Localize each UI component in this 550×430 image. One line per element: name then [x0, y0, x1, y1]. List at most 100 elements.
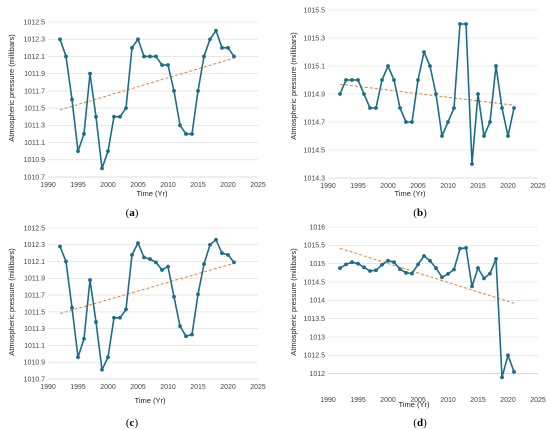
data-point-b [368, 106, 372, 110]
chart-panel-d: Atmospheric pressure (millibars) Time (Y… [289, 224, 546, 409]
data-point-d [476, 266, 480, 270]
data-point-c [172, 294, 176, 299]
x-tick-label-a: 2005 [130, 182, 146, 189]
data-point-d [440, 275, 444, 280]
data-point-a [154, 54, 158, 59]
x-axis-title-a: Time (Yr) [137, 189, 168, 198]
data-point-a [172, 88, 176, 93]
data-point-c [106, 355, 110, 360]
data-point-d [464, 246, 468, 250]
y-tick-label-b: 1015.5 [304, 7, 326, 14]
data-point-a [214, 28, 218, 33]
data-point-d [344, 262, 348, 267]
x-tick-label-b: 2005 [410, 183, 426, 190]
data-point-c [190, 332, 194, 337]
data-point-d [422, 254, 426, 258]
x-tick-label-b: 2010 [440, 183, 456, 190]
y-tick-label-c: 1011.1 [24, 343, 45, 350]
x-tick-label-a: 2000 [100, 182, 116, 189]
series-line-b [339, 23, 515, 165]
data-point-b [380, 78, 384, 82]
y-tick-label-c: 1010.9 [24, 360, 46, 367]
y-tick-label-d: 1016 [309, 224, 325, 231]
data-point-c [220, 251, 224, 256]
data-point-b [356, 78, 360, 82]
data-point-a [220, 45, 224, 50]
data-point-c [178, 324, 182, 329]
data-point-b [512, 106, 516, 110]
x-tick-label-c: 2000 [100, 384, 116, 391]
data-point-b [452, 106, 456, 110]
series-line-a [59, 29, 235, 170]
x-tick-label-d: 1990 [320, 397, 336, 404]
data-point-a [202, 54, 206, 59]
data-point-b [488, 120, 492, 124]
data-point-b [458, 22, 462, 26]
x-tick-label-c: 2015 [190, 384, 206, 391]
data-point-d [392, 260, 396, 265]
y-tick-label-c: 1012.1 [24, 259, 46, 266]
series-line-c [59, 238, 235, 371]
data-point-b [440, 134, 444, 138]
data-point-c [130, 252, 134, 257]
data-point-c [112, 315, 116, 320]
y-tick-label-a: 1011.3 [24, 123, 45, 130]
y-tick-label-b: 1014.9 [304, 91, 326, 98]
data-point-d [446, 272, 450, 276]
data-point-a [226, 45, 230, 50]
data-point-d [512, 369, 516, 374]
y-tick-label-b: 1014.7 [304, 119, 326, 126]
x-tick-label-c: 1990 [40, 384, 56, 391]
data-point-a [118, 114, 122, 119]
x-tick-label-c: 1995 [70, 384, 86, 391]
trendline-b [339, 83, 515, 106]
data-point-c [100, 367, 104, 372]
data-point-a [124, 106, 128, 111]
y-tick-label-d: 1014 [309, 298, 325, 305]
data-point-b [470, 162, 474, 166]
y-tick-label-a: 1010.9 [24, 157, 46, 164]
data-point-b [338, 92, 342, 96]
y-tick-label-a: 1011.5 [24, 106, 45, 113]
data-point-b [362, 92, 366, 96]
chart-panel-c: Atmospheric pressure (millibars) Time (Y… [7, 225, 266, 405]
y-tick-label-c: 1011.7 [24, 293, 45, 300]
y-tick-label-c: 1011.5 [24, 309, 45, 316]
data-point-b [506, 134, 510, 138]
x-tick-label-a: 2010 [160, 182, 176, 189]
y-tick-label-c: 1010.7 [24, 376, 46, 383]
data-point-b [434, 92, 438, 96]
y-tick-label-c: 1011.9 [24, 276, 45, 283]
x-axis-title-d: Time (Yr) [399, 400, 430, 409]
data-point-d [506, 353, 510, 358]
data-point-a [160, 63, 164, 67]
data-point-a [136, 37, 140, 42]
y-axis-title-c: Atmospheric pressure (millibars) [7, 248, 16, 356]
data-point-c [70, 305, 74, 310]
data-point-b [374, 106, 378, 110]
panel-label-a: (a) [126, 207, 139, 219]
data-point-c [142, 255, 146, 260]
data-point-a [88, 71, 92, 76]
x-tick-label-b: 1990 [320, 183, 336, 190]
panel-label-b: (b) [413, 207, 427, 219]
data-point-c [136, 241, 140, 246]
data-point-d [386, 258, 390, 263]
y-tick-label-b: 1014.5 [304, 147, 326, 154]
data-point-d [482, 276, 486, 281]
y-tick-label-a: 1011.9 [24, 71, 45, 78]
x-tick-label-b: 1995 [350, 183, 366, 190]
data-point-d [416, 262, 420, 267]
data-point-d [398, 267, 402, 272]
data-point-d [500, 375, 504, 380]
data-point-b [392, 78, 396, 82]
y-tick-label-a: 1012.1 [24, 54, 46, 61]
data-point-c [64, 259, 68, 264]
data-point-c [148, 257, 152, 261]
data-point-c [118, 315, 122, 320]
series-line-d [339, 247, 515, 379]
y-tick-label-d: 1012.5 [304, 353, 326, 360]
data-point-a [166, 63, 170, 67]
data-point-d [368, 269, 372, 273]
